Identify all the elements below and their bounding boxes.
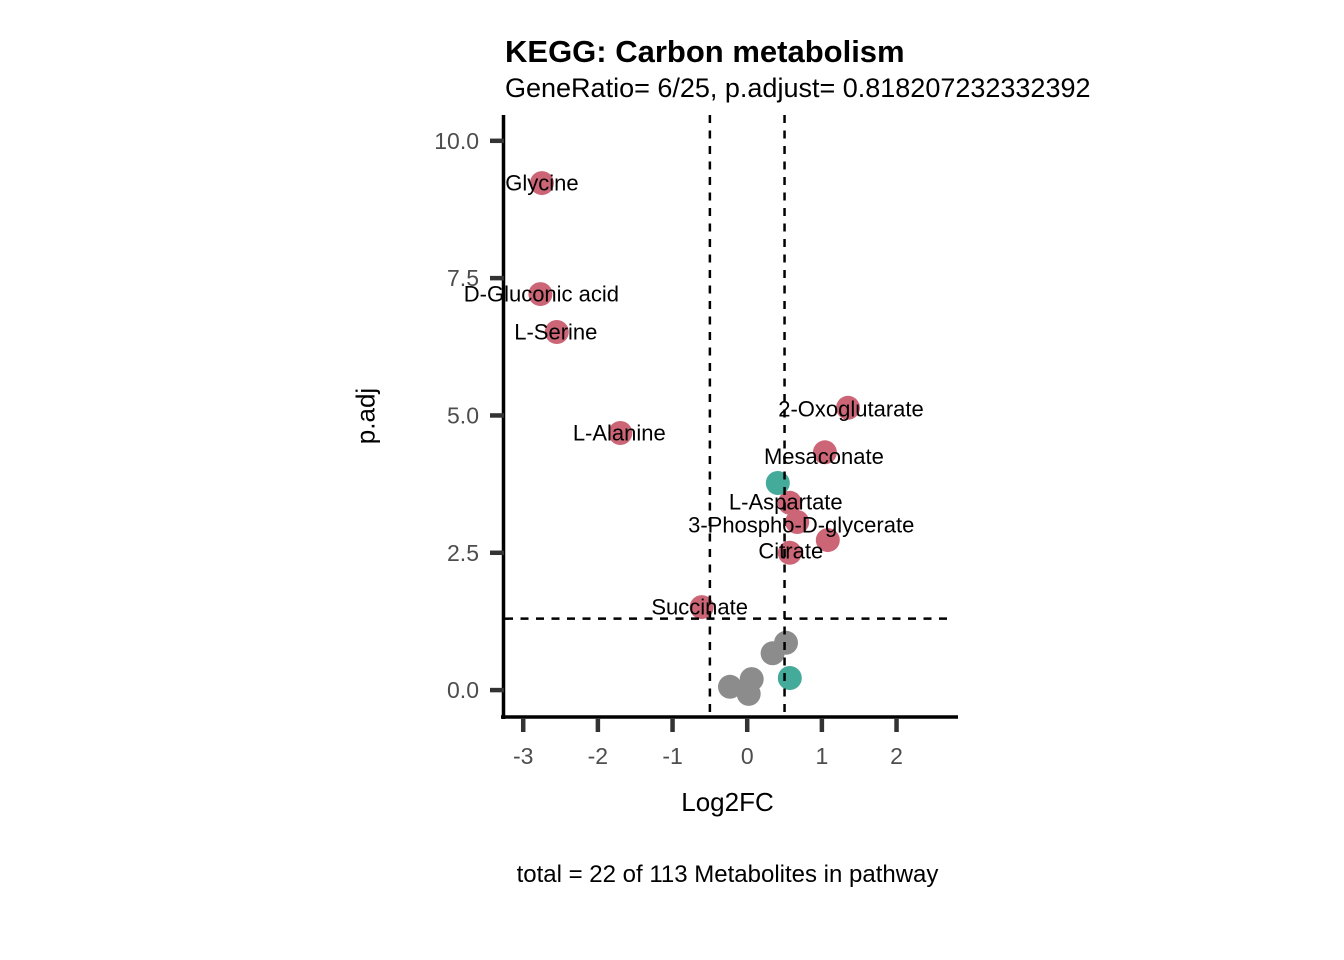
x-tick-label: 1 [815,743,828,769]
y-tick-label: 0.0 [447,677,479,703]
y-tick-label: 5.0 [447,402,479,428]
y-tick-label: 10.0 [434,128,479,154]
data-point [544,320,569,344]
data-point [812,440,837,465]
point-label: L-Aspartate [729,489,843,514]
data-point [777,666,802,690]
point-label: Citrate [758,538,823,563]
data-point [529,171,554,196]
x-tick-label: 2 [890,743,903,769]
y-tick-label: 7.5 [447,265,479,291]
data-point [718,674,742,699]
point-label: L-Serine [514,320,597,345]
data-point [815,528,840,553]
data-point [774,630,798,655]
data-point [528,282,553,307]
x-tick-label: 0 [741,743,754,769]
point-label: Mesaconate [764,444,884,469]
data-point [608,421,633,445]
chart-caption: total = 22 of 113 Metabolites in pathway [516,861,939,888]
data-point [785,510,810,534]
data-point [836,395,860,420]
chart-title: KEGG: Carbon metabolism [505,34,905,69]
x-axis-title: Log2FC [681,787,774,817]
data-point [777,540,802,565]
y-axis-title: p.adj [350,387,381,445]
y-tick-label: 2.5 [447,540,479,566]
point-label: 2-Oxoglutarate [778,396,924,421]
point-label: Glycine [505,171,578,196]
point-label: D-Gluconic acid [464,282,619,307]
x-tick-label: -2 [588,743,608,769]
x-tick-label: -3 [513,743,533,769]
data-point [736,681,761,706]
chart-subtitle: GeneRatio= 6/25, p.adjust= 0.81820723233… [505,73,1091,103]
data-point [689,595,714,620]
x-tick-label: -1 [662,743,682,769]
point-label: Succinate [651,595,748,620]
point-label: 3-Phospho-D-glycerate [688,513,914,538]
point-label: L-Alanine [573,421,666,446]
